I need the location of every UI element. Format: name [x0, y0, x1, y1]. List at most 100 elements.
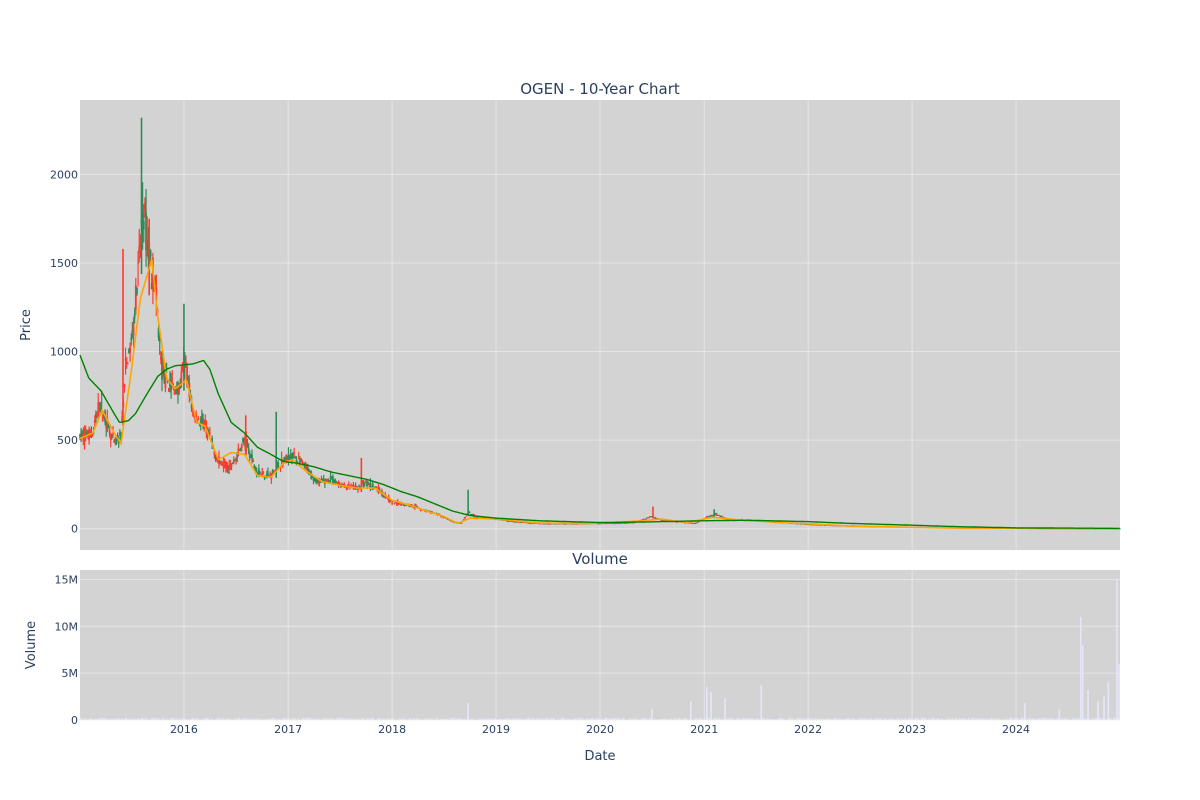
volume-bar	[265, 719, 268, 720]
volume-bar	[465, 718, 467, 720]
candle-body	[208, 432, 211, 435]
volume-bar	[889, 717, 891, 720]
volume-bar	[760, 685, 762, 720]
volume-bar	[166, 718, 168, 720]
candle-body	[522, 522, 525, 523]
price-y-ticks: 0 500 1000 1500 2000	[50, 168, 78, 535]
candle-body	[187, 379, 190, 382]
candle-body	[445, 518, 448, 520]
volume-bar	[367, 717, 369, 720]
volume-bar	[197, 718, 199, 720]
volume-bar	[226, 718, 228, 720]
volume-bar	[590, 717, 592, 720]
volume-bar	[906, 719, 908, 720]
volume-bar	[203, 718, 205, 720]
volume-bar	[460, 718, 463, 720]
volume-bar	[167, 719, 169, 720]
volume-bar	[493, 718, 495, 720]
candle-body	[468, 512, 471, 514]
volume-bar	[869, 718, 871, 720]
volume-axis-title: Volume	[24, 621, 39, 669]
candle-body	[297, 457, 300, 459]
candle-body	[644, 518, 646, 520]
volume-bar	[187, 719, 189, 720]
candle-body	[660, 519, 662, 521]
candle-body	[133, 314, 136, 318]
volume-bar	[750, 718, 752, 720]
candle-body	[178, 386, 181, 394]
candle-body	[298, 458, 301, 466]
price-tick-label: 2000	[50, 168, 78, 181]
volume-bar	[942, 719, 944, 720]
volume-bar	[294, 718, 296, 720]
volume-bar	[668, 719, 671, 720]
candle-body	[175, 386, 178, 395]
volume-bar	[376, 718, 379, 720]
volume-bar	[580, 718, 582, 720]
candle-body	[693, 523, 695, 524]
candle-body	[707, 516, 710, 518]
candle-body	[697, 521, 700, 523]
volume-bar	[431, 717, 433, 720]
volume-bar	[633, 718, 635, 720]
candle-body	[253, 465, 256, 468]
candle-body	[386, 498, 389, 500]
volume-bar	[1026, 719, 1028, 720]
volume-bar	[559, 719, 561, 720]
volume-bar	[425, 718, 427, 720]
x-tick-label: 2023	[898, 723, 926, 736]
volume-bar	[634, 717, 636, 720]
volume-bar	[332, 718, 335, 720]
volume-bar	[109, 719, 111, 720]
candle-body	[103, 414, 105, 417]
volume-bar	[260, 719, 262, 720]
volume-bar	[238, 717, 241, 720]
candle-body	[256, 472, 259, 474]
candle-body	[314, 478, 317, 482]
volume-bar	[278, 719, 280, 720]
candle-body	[620, 522, 622, 524]
volume-bar	[107, 718, 110, 720]
volume-bar	[522, 718, 524, 720]
volume-bar	[386, 718, 389, 720]
volume-bar	[285, 718, 288, 720]
volume-bar	[512, 718, 514, 720]
candle-body	[125, 361, 128, 364]
volume-bar	[371, 718, 373, 720]
volume-bar	[748, 717, 750, 720]
volume-bar	[230, 719, 232, 720]
volume-bar	[312, 718, 315, 720]
candle-body	[108, 429, 111, 435]
volume-bar	[1047, 718, 1049, 720]
volume-bar	[102, 718, 104, 720]
candle-body	[310, 472, 313, 479]
candle-body	[170, 384, 173, 390]
volume-bar	[952, 717, 954, 720]
candle-body	[123, 384, 126, 388]
volume-bar	[86, 719, 88, 720]
volume-bar	[752, 718, 755, 720]
volume-bar	[365, 719, 367, 720]
candle-body	[616, 523, 619, 524]
volume-bar	[404, 718, 406, 720]
volume-bar	[132, 718, 134, 720]
candle-body	[331, 476, 334, 483]
candle-body	[519, 522, 522, 524]
volume-bar	[523, 719, 525, 720]
candle-body	[646, 517, 649, 519]
volume-bar	[429, 719, 431, 720]
candle-body	[601, 523, 604, 525]
candle-body	[722, 516, 725, 518]
volume-bar	[807, 718, 809, 720]
volume-bar	[1104, 719, 1106, 720]
volume-bar	[381, 718, 383, 720]
volume-bar	[882, 719, 884, 720]
volume-bar	[136, 718, 138, 720]
candle-body	[289, 454, 292, 460]
volume-bar	[1088, 718, 1091, 720]
volume-bar	[280, 719, 282, 720]
candle-body	[286, 457, 289, 459]
candle-body	[539, 523, 542, 525]
volume-bar	[472, 718, 474, 720]
volume-bar	[683, 718, 685, 720]
